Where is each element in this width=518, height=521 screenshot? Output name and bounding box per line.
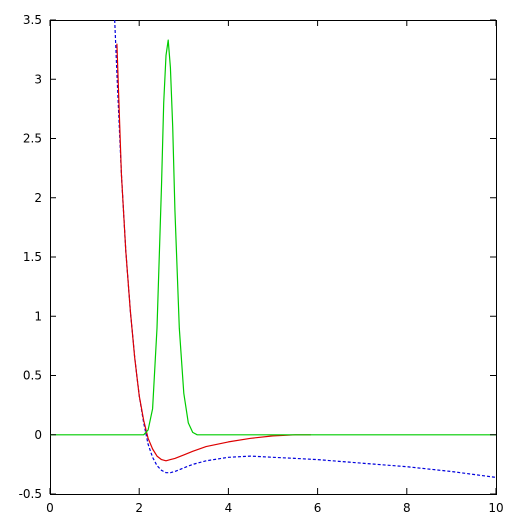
y-tick-label: 3 — [34, 72, 42, 86]
x-tick-label: 6 — [314, 501, 322, 515]
x-tick-label: 8 — [403, 501, 411, 515]
y-tick-label: 0 — [34, 428, 42, 442]
y-tick-label: 3.5 — [23, 13, 42, 27]
series-line-1 — [114, 19, 497, 478]
y-tick-label: 0.5 — [23, 369, 42, 383]
series-line-3 — [50, 39, 496, 436]
x-tick-label: 4 — [225, 501, 233, 515]
y-tick-label: 1 — [34, 309, 42, 323]
y-tick-label: 1.5 — [23, 250, 42, 264]
x-tick-label: 10 — [488, 501, 503, 515]
series-line-2 — [116, 43, 311, 462]
y-axis: -0.5 0 0.5 1 1.5 2 2.5 3 3.5 — [19, 13, 496, 501]
x-tick-label: 2 — [135, 501, 143, 515]
x-axis: 0 2 4 6 8 10 — [46, 20, 504, 515]
series-layer — [50, 19, 497, 478]
y-tick-label: 2 — [34, 191, 42, 205]
y-tick-label: -0.5 — [19, 487, 42, 501]
x-tick-label: 0 — [46, 501, 54, 515]
y-tick-label: 2.5 — [23, 132, 42, 146]
